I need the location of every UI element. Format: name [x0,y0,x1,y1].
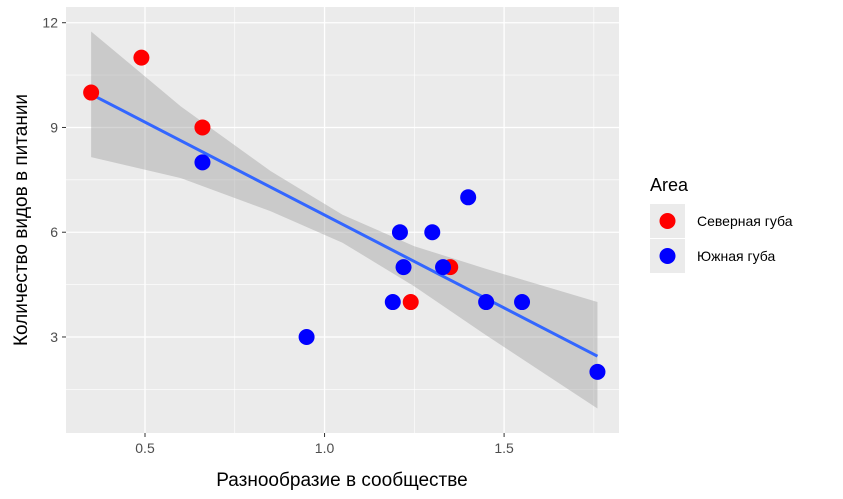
data-points [83,49,606,380]
data-point-south [435,259,452,276]
y-axis-title: Количество видов в питании [11,94,32,346]
data-point-south [391,224,408,241]
trend-line [90,92,599,358]
minor-gridlines [66,7,619,433]
legend: Area Северная губа Южная губа [650,175,793,273]
x-tick-label: 1.0 [315,440,335,456]
data-point-south [395,259,412,276]
legend-entry-north: Северная губа [650,204,793,238]
data-point-north [133,49,150,66]
x-axis-ticks: 0.5 1.0 1.5 [135,433,514,456]
confidence-band [91,31,598,409]
data-point-south [478,294,495,311]
legend-label-north: Северная губа [697,213,793,229]
data-point-south [298,328,315,345]
data-point-north [402,294,419,311]
legend-title: Area [650,175,689,195]
y-tick-label: 6 [50,224,58,240]
major-gridlines [66,7,619,433]
legend-label-south: Южная губа [697,248,775,264]
data-point-south [589,363,606,380]
data-point-north [83,84,100,101]
y-axis-ticks: 3 6 9 12 [42,15,66,345]
y-tick-label: 12 [42,15,58,31]
data-point-north [194,119,211,136]
x-tick-label: 0.5 [135,440,155,456]
y-tick-label: 9 [50,119,58,135]
confidence-band-area [91,31,598,409]
data-point-south [514,294,531,311]
trend-line-path [90,92,599,358]
x-axis-title: Разнообразие в сообществе [216,470,467,491]
data-point-south [194,154,211,171]
data-point-south [384,294,401,311]
x-tick-label: 1.5 [494,440,514,456]
data-point-south [424,224,441,241]
legend-entry-south: Южная губа [650,239,775,273]
legend-key-south [659,248,676,264]
y-tick-label: 3 [50,329,58,345]
data-point-south [460,189,477,206]
plot-panel [66,7,619,433]
legend-key-north [659,213,676,229]
